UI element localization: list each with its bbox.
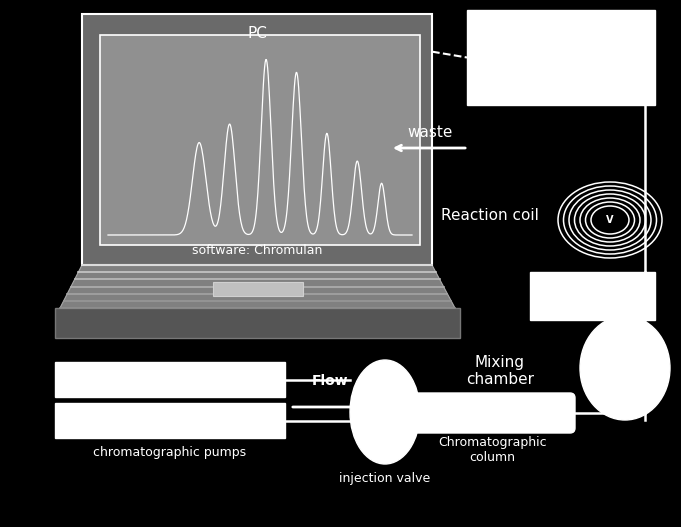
Text: Mixing
chamber: Mixing chamber: [466, 355, 534, 387]
FancyBboxPatch shape: [410, 393, 575, 433]
Text: Chromatographic
column: Chromatographic column: [438, 436, 547, 464]
Text: Reaction coil: Reaction coil: [441, 208, 539, 222]
Text: chromatographic pumps: chromatographic pumps: [93, 446, 247, 459]
Text: software: Chromulan: software: Chromulan: [192, 244, 322, 257]
Polygon shape: [55, 308, 460, 338]
Bar: [467, 10, 655, 105]
Ellipse shape: [580, 316, 670, 420]
Bar: [100, 35, 420, 245]
Bar: [55, 362, 285, 397]
Text: waste: waste: [407, 125, 453, 140]
Polygon shape: [60, 265, 455, 308]
Bar: [82, 14, 432, 265]
Text: injection valve: injection valve: [339, 472, 430, 485]
Bar: [530, 272, 655, 320]
Text: PC: PC: [247, 26, 267, 41]
Bar: [212, 282, 302, 296]
Ellipse shape: [350, 360, 420, 464]
Bar: [55, 403, 285, 438]
Text: V: V: [606, 215, 614, 225]
Text: Flow: Flow: [312, 374, 348, 388]
